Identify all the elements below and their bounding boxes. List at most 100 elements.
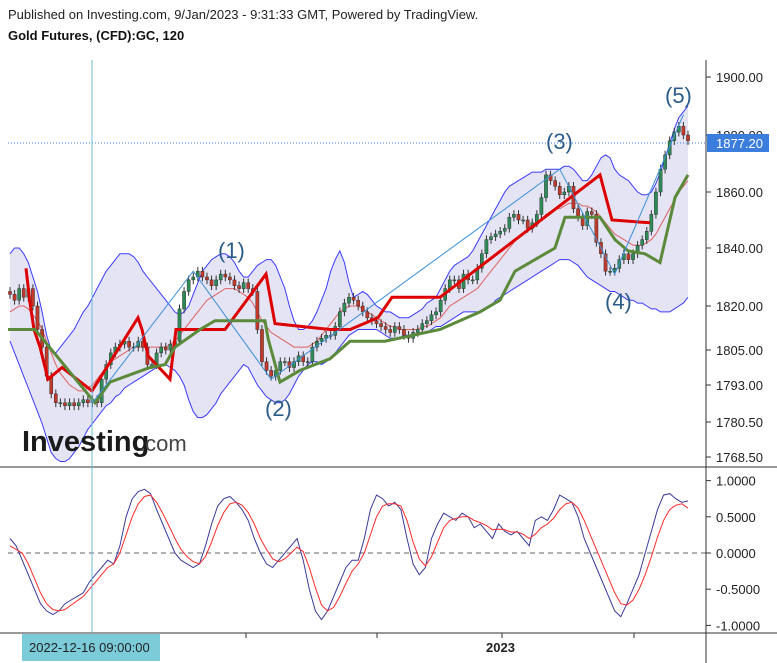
price-tick-label: 1840.00 [716,241,763,256]
candle[interactable] [438,295,443,317]
candle[interactable] [17,284,21,305]
time-tick-label: 2023 [486,640,515,655]
candle[interactable] [269,366,273,381]
candle[interactable] [557,182,562,199]
candle-body [681,126,686,136]
candle[interactable] [191,272,196,285]
candle[interactable] [278,357,283,375]
candle[interactable] [86,395,90,408]
candle[interactable] [512,210,516,222]
candle[interactable] [452,275,457,285]
candle[interactable] [342,298,347,317]
candle[interactable] [480,249,484,273]
candle[interactable] [502,224,507,236]
candle[interactable] [200,266,205,282]
candle[interactable] [232,275,237,291]
candle[interactable] [168,339,173,355]
candle[interactable] [507,213,512,233]
candle[interactable] [241,278,246,293]
candle[interactable] [246,278,251,293]
candle[interactable] [127,336,131,352]
wave-label: (3) [546,129,573,154]
candle[interactable] [76,398,81,411]
candle[interactable] [425,316,429,328]
candle[interactable] [163,342,168,355]
candle[interactable] [319,333,324,346]
candle[interactable] [31,284,35,311]
candle[interactable] [347,292,351,308]
candle[interactable] [686,130,690,145]
wave-label: (5) [665,83,692,108]
candle[interactable] [159,342,163,358]
candle[interactable] [255,287,260,334]
candle[interactable] [218,269,223,285]
candle[interactable] [489,232,493,244]
candle[interactable] [21,284,26,302]
candle[interactable] [420,319,425,334]
candle[interactable] [182,287,186,314]
candle[interactable] [8,287,12,299]
candle[interactable] [264,357,269,375]
candle[interactable] [12,290,17,305]
candle[interactable] [553,176,557,191]
candle[interactable] [544,170,548,202]
candle[interactable] [63,398,67,411]
candle[interactable] [470,275,475,285]
candle[interactable] [434,307,438,320]
candle[interactable] [305,357,310,367]
candle[interactable] [667,136,672,160]
candle[interactable] [360,301,365,317]
candle[interactable] [67,398,72,411]
candle[interactable] [136,336,141,352]
candle[interactable] [338,307,342,331]
candle[interactable] [539,193,544,219]
candle[interactable] [324,330,328,343]
candle[interactable] [72,398,76,411]
candle[interactable] [81,395,86,408]
candle[interactable] [429,310,434,326]
candle[interactable] [521,215,525,225]
candle[interactable] [393,322,397,337]
candle[interactable] [640,235,644,250]
candle[interactable] [548,170,553,185]
candle[interactable] [205,272,209,285]
candle-body [347,297,351,304]
candle[interactable] [603,249,608,276]
candle[interactable] [516,210,521,225]
candle[interactable] [397,322,402,334]
candle[interactable] [644,227,649,244]
candle[interactable] [310,342,315,367]
candle[interactable] [388,325,393,337]
candle[interactable] [379,319,383,331]
candle[interactable] [681,121,686,140]
candle[interactable] [54,389,58,408]
candle[interactable] [260,325,264,367]
candle[interactable] [209,275,214,291]
candle[interactable] [658,164,663,197]
candle[interactable] [654,187,658,219]
candle[interactable] [177,304,182,346]
candle[interactable] [283,357,287,367]
price-badge-label: 1877.20 [716,136,763,151]
candle[interactable] [356,295,360,311]
candle[interactable] [608,266,612,276]
candle[interactable] [186,275,191,296]
candle[interactable] [223,269,228,282]
candle[interactable] [58,398,63,408]
candle[interactable] [237,281,241,293]
candle[interactable] [292,357,296,372]
candle[interactable] [365,307,370,323]
oscillator-blue-line [9,488,689,621]
candle-body [342,302,347,313]
candle[interactable] [562,187,567,199]
candle[interactable] [493,229,498,241]
candle[interactable] [214,275,218,291]
candle[interactable] [351,292,356,305]
candle[interactable] [383,322,388,334]
candle[interactable] [35,301,40,334]
candle[interactable] [228,272,232,285]
candle[interactable] [484,235,489,259]
candle[interactable] [498,227,502,239]
candle-body [525,219,530,229]
